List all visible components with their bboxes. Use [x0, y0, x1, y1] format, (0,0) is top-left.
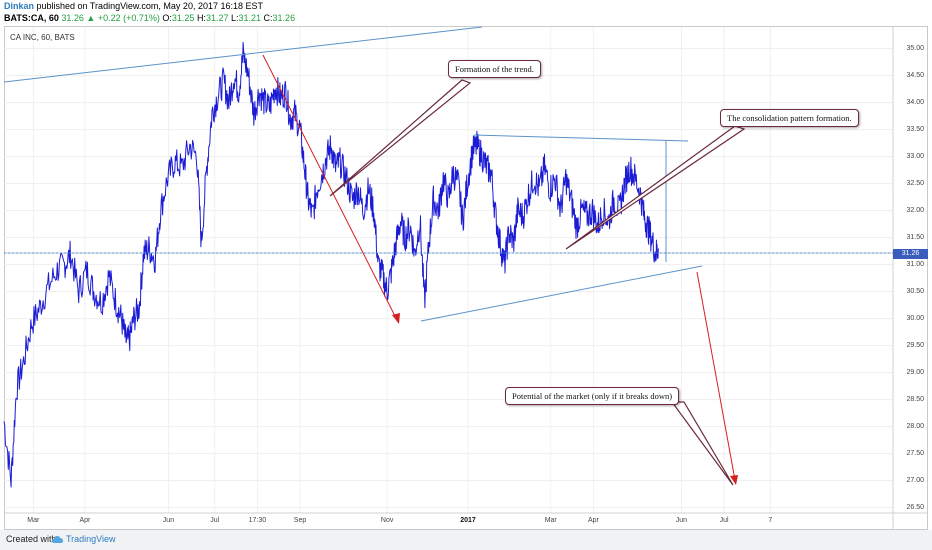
author-link[interactable]: Dinkan	[4, 1, 35, 11]
upper-channel-line	[3, 26, 483, 83]
breakdown-arrowhead	[730, 475, 738, 485]
y-tick-label: 32.00	[906, 206, 924, 214]
consolidation-callout-pointer	[565, 125, 746, 250]
drawing-layer	[3, 26, 893, 486]
symbol-label: BATS:CA, 60	[4, 13, 59, 23]
open-label: O:	[162, 13, 172, 23]
trend-callout-pointer	[329, 79, 472, 197]
callout-trend[interactable]: Formation of the trend.	[448, 60, 541, 78]
price-line	[3, 41, 659, 488]
trend-arrowhead	[392, 313, 400, 324]
y-tick-label: 32.50	[906, 179, 924, 187]
y-tick-label: 33.50	[906, 125, 924, 133]
price-change: ▲ +0.22 (+0.71%)	[86, 13, 160, 23]
y-tick-label: 34.00	[906, 98, 924, 106]
y-tick-label: 27.00	[906, 476, 924, 484]
y-tick-label: 29.50	[906, 341, 924, 349]
y-tick-label: 26.50	[906, 503, 924, 511]
created-with-label: Created with	[6, 534, 57, 544]
callout-potential[interactable]: Potential of the market (only if it brea…	[505, 387, 680, 405]
x-tick-label: 17:30	[248, 517, 267, 524]
y-tick-label: 31.00	[906, 260, 924, 268]
close-label: C:	[263, 13, 273, 23]
high-value: 31.27	[205, 13, 229, 23]
tradingview-brand[interactable]: TradingView	[66, 534, 116, 544]
close-value: 31.26	[272, 13, 296, 23]
x-tick-label: Jul	[719, 517, 729, 524]
x-tick-label: Jul	[210, 517, 220, 524]
last-price-badge: 31.26	[893, 249, 928, 259]
publish-line: Dinkan published on TradingView.com, May…	[4, 1, 263, 12]
chart-header: Dinkan published on TradingView.com, May…	[0, 0, 932, 26]
price-series	[3, 41, 659, 488]
x-tick-label: Sep	[293, 517, 307, 524]
high-label: H:	[196, 13, 206, 23]
y-tick-label: 33.00	[906, 152, 924, 160]
y-tick-label: 30.50	[906, 287, 924, 295]
consolidation-top-line	[473, 134, 689, 142]
published-text: published on TradingView.com, May 20, 20…	[34, 1, 263, 11]
open-value: 31.25	[171, 13, 195, 23]
trend-arrow-line	[262, 54, 398, 321]
chart-grid	[4, 27, 928, 530]
x-tick-label: Mar	[27, 517, 40, 524]
x-tick-label: Apr	[79, 517, 91, 524]
chart-title: CA INC, 60, BATS	[10, 33, 75, 42]
tradingview-cloud-icon[interactable]	[52, 535, 64, 544]
low-label: L:	[230, 13, 239, 23]
y-tick-label: 27.50	[906, 449, 924, 457]
y-tick-label: 30.00	[906, 314, 924, 322]
y-tick-label: 35.00	[906, 44, 924, 52]
y-tick-label: 34.50	[906, 71, 924, 79]
consolidation-bottom-line	[420, 265, 703, 322]
x-tick-label: Apr	[587, 517, 599, 524]
y-tick-label: 29.00	[906, 368, 924, 376]
y-tick-label: 28.00	[906, 422, 924, 430]
low-value: 31.21	[238, 13, 262, 23]
x-tick-label: Nov	[380, 517, 394, 524]
y-tick-label: 31.50	[906, 233, 924, 241]
x-tick-label: Mar	[544, 517, 557, 524]
x-tick-label: 2017	[460, 517, 476, 524]
x-tick-label: 7	[768, 517, 773, 524]
callout-consolidation[interactable]: The consolidation pattern formation.	[720, 109, 859, 127]
quote-line: BATS:CA, 60 31.26 ▲ +0.22 (+0.71%) O:31.…	[4, 13, 295, 24]
y-tick-label: 28.50	[906, 395, 924, 403]
x-tick-label: Jun	[162, 517, 175, 524]
last-price: 31.26	[61, 13, 84, 23]
footer-bar: Created with TradingView	[0, 530, 932, 550]
breakdown-arrow-line	[696, 271, 736, 481]
x-tick-label: Jun	[675, 517, 688, 524]
